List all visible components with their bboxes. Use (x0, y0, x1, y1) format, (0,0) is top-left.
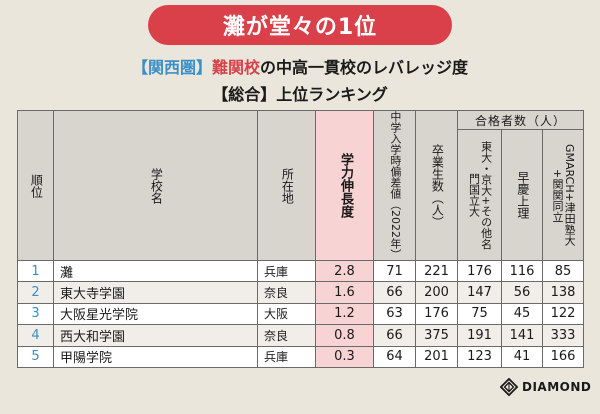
title-banner: 灘が堂々の1位 (148, 5, 452, 45)
table-row: 2 東大寺学園 奈良 1.6 66 200 147 56 138 (17, 281, 584, 304)
leverage-cell: 1.2 (315, 302, 374, 326)
table-row: 5 甲陽学院 兵庫 0.3 64 201 123 41 166 (17, 345, 584, 369)
elite-cell: 176 (457, 259, 502, 283)
school-cell: 灘 (53, 259, 258, 283)
diamond-logo: DIAMOND (500, 377, 591, 397)
subtitle-hard: 難関校 (211, 58, 260, 77)
pref-cell: 奈良 (257, 281, 316, 304)
gmarch-cell: 166 (542, 345, 584, 369)
table-row: 3 大阪星光学院 大阪 1.2 63 176 75 45 122 (17, 302, 584, 326)
graduates-cell: 176 (415, 302, 458, 326)
rank-cell: 4 (17, 324, 54, 347)
logo-text: DIAMOND (522, 380, 592, 394)
header-elite: 東大・京大+その他名門国立大 (457, 129, 502, 261)
deviation-cell: 66 (373, 281, 416, 304)
elite-cell: 123 (457, 345, 502, 369)
pref-cell: 兵庫 (257, 345, 316, 369)
souke-cell: 116 (501, 259, 543, 283)
deviation-cell: 64 (373, 345, 416, 369)
souke-cell: 41 (501, 345, 543, 369)
rank-cell: 3 (17, 302, 54, 326)
pref-cell: 大阪 (257, 302, 316, 326)
diamond-icon (500, 378, 518, 396)
leverage-cell: 0.3 (315, 345, 374, 369)
header-pref: 所在地 (257, 110, 316, 261)
school-cell: 大阪星光学院 (53, 302, 258, 326)
graduates-cell: 375 (415, 324, 458, 347)
school-cell: 甲陽学院 (53, 345, 258, 369)
gmarch-cell: 333 (542, 324, 584, 347)
subtitle-ranking: 【総合】上位ランキング (212, 85, 388, 104)
souke-cell: 56 (501, 281, 543, 304)
gmarch-cell: 122 (542, 302, 584, 326)
deviation-cell: 71 (373, 259, 416, 283)
table-row: 1 灘 兵庫 2.8 71 221 176 116 85 (17, 259, 584, 283)
leverage-cell: 1.6 (315, 281, 374, 304)
subtitle-region: 【関西圏】 (131, 58, 212, 77)
rank-cell: 2 (17, 281, 54, 304)
gmarch-cell: 85 (542, 259, 584, 283)
rank-cell: 5 (17, 345, 54, 369)
header-leverage: 学力伸長度 (315, 110, 374, 261)
deviation-cell: 63 (373, 302, 416, 326)
school-cell: 西大和学園 (53, 324, 258, 347)
gmarch-cell: 138 (542, 281, 584, 304)
school-cell: 東大寺学園 (53, 281, 258, 304)
pref-cell: 奈良 (257, 324, 316, 347)
ranking-table: 順位 学校名 所在地 学力伸長度 中学入学時偏差値（2022年） 卒業生数（人）… (17, 109, 584, 369)
table-row: 4 西大和学園 奈良 0.8 66 375 191 141 333 (17, 324, 584, 347)
deviation-cell: 66 (373, 324, 416, 347)
header-passers-group: 合格者数（人） (457, 109, 584, 131)
leverage-cell: 2.8 (315, 259, 374, 283)
header-souke: 早慶上理 (501, 129, 543, 261)
header-school: 学校名 (53, 110, 258, 261)
header-rank: 順位 (17, 110, 54, 261)
elite-cell: 75 (457, 302, 502, 326)
subtitle: 【関西圏】難関校の中高一貫校のレバレッジ度 (0, 54, 600, 78)
graduates-cell: 200 (415, 281, 458, 304)
leverage-cell: 0.8 (315, 324, 374, 347)
header-graduates: 卒業生数（人） (415, 110, 458, 261)
souke-cell: 45 (501, 302, 543, 326)
header-deviation: 中学入学時偏差値（2022年） (373, 110, 416, 261)
subtitle-rest: の中高一貫校のレバレッジ度 (260, 58, 469, 77)
graduates-cell: 221 (415, 259, 458, 283)
elite-cell: 147 (457, 281, 502, 304)
souke-cell: 141 (501, 324, 543, 347)
elite-cell: 191 (457, 324, 502, 347)
graduates-cell: 201 (415, 345, 458, 369)
header-gmarch: GMARCH+津田塾大+関関同立 (542, 129, 584, 261)
pref-cell: 兵庫 (257, 259, 316, 283)
rank-cell: 1 (17, 259, 54, 283)
